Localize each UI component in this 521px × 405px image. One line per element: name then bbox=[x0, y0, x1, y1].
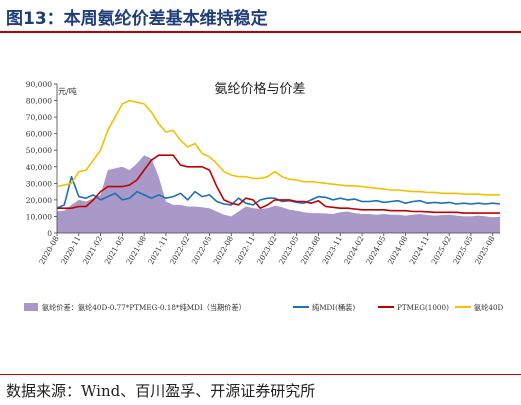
x-tick-label: 2021-05 bbox=[103, 234, 126, 266]
x-tick-label: 2022-08 bbox=[212, 234, 235, 266]
chart-title: 氨纶价格与价差 bbox=[214, 81, 305, 97]
legend-label: 氨纶价差：氨纶40D-0.77*PTMEG-0.18*纯MDI（当期价差） bbox=[42, 303, 246, 312]
title-rule bbox=[0, 31, 521, 33]
legend-label: 纯MDI(桶装) bbox=[312, 303, 355, 312]
x-tick-label: 2023-05 bbox=[277, 234, 300, 266]
x-tick-label: 2023-08 bbox=[299, 234, 322, 266]
y-tick-label: 60,000 bbox=[26, 130, 52, 139]
x-tick-label: 2024-11 bbox=[408, 235, 431, 266]
spread-area-layer bbox=[57, 155, 500, 233]
y-tick-label: 30,000 bbox=[26, 179, 52, 188]
x-tick-label: 2020-08 bbox=[37, 234, 60, 266]
y-tick-label: 20,000 bbox=[26, 196, 52, 205]
x-tick-label: 2021-02 bbox=[81, 234, 104, 266]
legend-label: 氨纶40D bbox=[474, 303, 504, 312]
x-tick-label: 2021-08 bbox=[124, 234, 147, 266]
y-tick-label: 90,000 bbox=[26, 80, 52, 89]
series-spread-area bbox=[57, 155, 500, 233]
x-tick-label: 2025-05 bbox=[451, 234, 474, 266]
x-tick-label: 2022-02 bbox=[168, 234, 191, 266]
source-note: 数据来源：Wind、百川盈孚、开源证券研究所 bbox=[6, 382, 316, 400]
x-tick-label: 2020-11 bbox=[59, 235, 82, 266]
y-tick-label: 80,000 bbox=[26, 97, 52, 106]
series-lines bbox=[56, 99, 501, 214]
x-tick-label: 2025-02 bbox=[430, 234, 453, 266]
legend-swatch-spread bbox=[24, 303, 38, 311]
series-line-ptmeg bbox=[57, 154, 500, 214]
x-tick-label: 2023-02 bbox=[255, 234, 278, 266]
chart: 氨纶价格与价差 元/吨 0 10,000 20,000 30,000 40,000 50,… bbox=[24, 80, 504, 312]
bottom-rule bbox=[0, 374, 521, 375]
x-tick-label: 2022-05 bbox=[190, 234, 213, 266]
x-tick-label: 2024-05 bbox=[364, 234, 387, 266]
figure-title: 图13：本周氨纶价差基本维持稳定 bbox=[6, 9, 268, 29]
legend-label: PTMEG(1000) bbox=[397, 303, 449, 312]
x-tick-label: 2023-11 bbox=[321, 235, 344, 266]
y-axis-unit: 元/吨 bbox=[58, 86, 77, 96]
x-tick-label: 2021-11 bbox=[146, 235, 169, 266]
x-tick-label: 2024-02 bbox=[342, 234, 365, 266]
x-tick-label: 2025-08 bbox=[473, 234, 496, 266]
x-tick-label: 2022-11 bbox=[233, 235, 256, 266]
series-line-spandex bbox=[56, 99, 500, 196]
x-tick-label: 2024-08 bbox=[386, 234, 409, 266]
y-tick-label: 10,000 bbox=[26, 212, 52, 221]
y-tick-label: 50,000 bbox=[26, 146, 52, 155]
legend: 氨纶价差：氨纶40D-0.77*PTMEG-0.18*纯MDI（当期价差） 纯MD… bbox=[24, 303, 504, 312]
axes: 0 10,000 20,000 30,000 40,000 50,000 60,000 70,… bbox=[26, 80, 500, 266]
y-tick-label: 0 bbox=[47, 229, 52, 238]
y-tick-label: 40,000 bbox=[26, 163, 52, 172]
y-tick-label: 70,000 bbox=[26, 113, 52, 122]
